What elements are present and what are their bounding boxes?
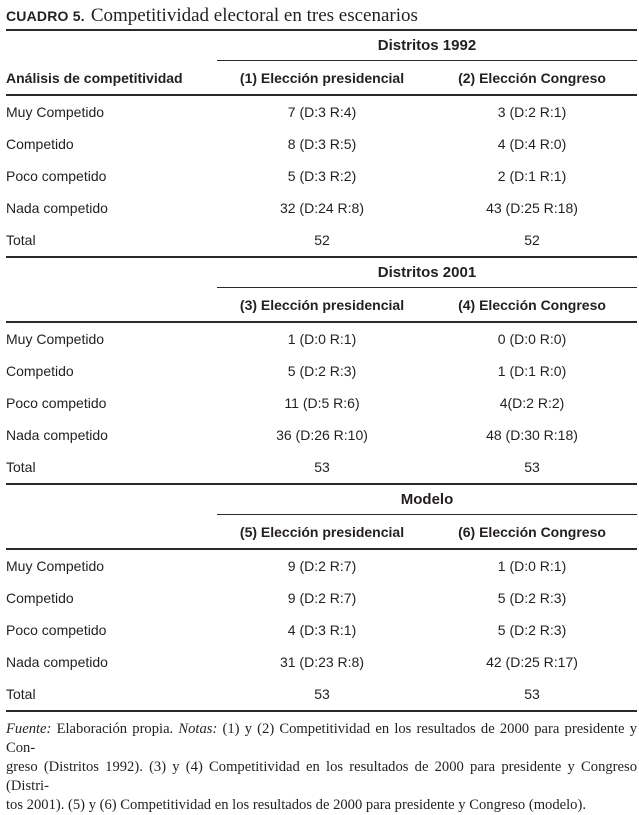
table-row: Muy Competido 9 (D:2 R:7) 1 (D:0 R:1): [6, 550, 637, 582]
cell-value: 53: [314, 686, 330, 702]
table-row: Nada competido 36 (D:26 R:10) 48 (D:30 R…: [6, 419, 637, 451]
row-label: Poco competido: [6, 622, 107, 638]
cell-value: 36 (D:26 R:10): [276, 427, 368, 443]
footnote: Fuente: Elaboración propia. Notas: (1) y…: [6, 720, 637, 815]
footnote-line-2: greso (Distritos 1992). (3) y (4) Compet…: [6, 759, 637, 794]
column-header-presidencial: (3) Elección presidencial: [239, 296, 405, 313]
notas-label: Notas:: [178, 721, 218, 737]
row-label: Nada competido: [6, 654, 108, 670]
cell-value: 1 (D:0 R:1): [497, 558, 567, 574]
section-distritos-1992: Distritos 1992 Análisis de competitivida…: [6, 31, 637, 258]
group-header: Distritos 1992: [217, 31, 637, 61]
cell-value: 53: [524, 459, 540, 475]
row-label: Total: [6, 232, 36, 248]
cell-value: 52: [524, 232, 540, 248]
table-row: Muy Competido 7 (D:3 R:4) 3 (D:2 R:1): [6, 96, 637, 128]
table-row-total: Total 53 53: [6, 451, 637, 483]
column-header-presidencial: (5) Elección presidencial: [239, 523, 405, 540]
table-row: Poco competido 4 (D:3 R:1) 5 (D:2 R:3): [6, 614, 637, 646]
table-number-label: CUADRO 5.: [6, 8, 85, 24]
cell-value: 9 (D:2 R:7): [287, 590, 357, 606]
cell-value: 5 (D:2 R:3): [497, 622, 567, 638]
table-row: Competido 8 (D:3 R:5) 4 (D:4 R:0): [6, 128, 637, 160]
section-rule: [6, 256, 637, 258]
cell-value: 9 (D:2 R:7): [287, 558, 357, 574]
cell-value: 4 (D:4 R:0): [497, 136, 567, 152]
cell-value: 8 (D:3 R:5): [287, 136, 357, 152]
table-row: Muy Competido 1 (D:0 R:1) 0 (D:0 R:0): [6, 323, 637, 355]
cell-value: 53: [314, 459, 330, 475]
row-label: Total: [6, 686, 36, 702]
column-header-row: Análisis de competitividad (1) Elección …: [6, 61, 637, 94]
row-label: Muy Competido: [6, 558, 105, 574]
bottom-rule: [6, 710, 637, 712]
group-header-row: Modelo: [6, 485, 637, 515]
row-label: Nada competido: [6, 427, 108, 443]
row-label: Total: [6, 459, 36, 475]
group-header: Modelo: [217, 485, 637, 515]
page: CUADRO 5. Competitividad electoral en tr…: [6, 0, 637, 815]
row-label: Nada competido: [6, 200, 108, 216]
table-row: Nada competido 31 (D:23 R:8) 42 (D:25 R:…: [6, 646, 637, 678]
cell-value: 2 (D:1 R:1): [497, 168, 567, 184]
cell-value: 0 (D:0 R:0): [497, 331, 567, 347]
row-label: Poco competido: [6, 395, 107, 411]
table-row: Competido 9 (D:2 R:7) 5 (D:2 R:3): [6, 582, 637, 614]
footnote-text: (1) y (2) Competitividad en los resultad…: [6, 721, 637, 756]
table-row: Competido 5 (D:2 R:3) 1 (D:1 R:0): [6, 355, 637, 387]
title-rule: [6, 29, 637, 31]
footnote-text: Elaboración propia.: [51, 721, 179, 737]
cell-value: 4 (D:3 R:1): [287, 622, 357, 638]
column-header-congreso: (2) Elección Congreso: [458, 69, 606, 86]
cell-value: 52: [314, 232, 330, 248]
table-title-text: Competitividad electoral en tres escenar…: [90, 5, 418, 26]
column-header-congreso: (6) Elección Congreso: [458, 523, 606, 540]
row-label: Competido: [6, 590, 74, 606]
cell-value: 7 (D:3 R:4): [287, 104, 357, 120]
cell-value: 5 (D:3 R:2): [287, 168, 357, 184]
cell-value: 1 (D:0 R:1): [287, 331, 357, 347]
cell-value: 4(D:2 R:2): [499, 395, 565, 411]
cell-value: 42 (D:25 R:17): [486, 654, 578, 670]
table-row-total: Total 52 52: [6, 224, 637, 256]
group-header-row: Distritos 1992: [6, 31, 637, 61]
section-modelo: Modelo (5) Elección presidencial (6) Ele…: [6, 485, 637, 712]
table-row: Poco competido 11 (D:5 R:6) 4(D:2 R:2): [6, 387, 637, 419]
header-rule: [6, 94, 637, 96]
cell-value: 1 (D:1 R:0): [497, 363, 567, 379]
footnote-line-1: Fuente: Elaboración propia. Notas: (1) y…: [6, 720, 637, 758]
group-header-row: Distritos 2001: [6, 258, 637, 288]
column-header-congreso: (4) Elección Congreso: [458, 296, 606, 313]
row-label: Muy Competido: [6, 331, 105, 347]
group-header: Distritos 2001: [217, 258, 637, 288]
table-row-total: Total 53 53: [6, 678, 637, 710]
cell-value: 43 (D:25 R:18): [486, 200, 578, 216]
footnote-line-3: tos 2001). (5) y (6) Competitividad en l…: [6, 797, 586, 813]
table-row: Poco competido 5 (D:3 R:2) 2 (D:1 R:1): [6, 160, 637, 192]
cell-value: 3 (D:2 R:1): [497, 104, 567, 120]
cell-value: 53: [524, 686, 540, 702]
row-label: Competido: [6, 363, 74, 379]
row-label: Muy Competido: [6, 104, 105, 120]
header-rule: [6, 321, 637, 323]
table-row: Nada competido 32 (D:24 R:8) 43 (D:25 R:…: [6, 192, 637, 224]
column-header-row: (5) Elección presidencial (6) Elección C…: [6, 515, 637, 548]
cell-value: 5 (D:2 R:3): [497, 590, 567, 606]
header-rule: [6, 548, 637, 550]
cell-value: 11 (D:5 R:6): [284, 395, 360, 411]
fuente-label: Fuente:: [6, 721, 52, 737]
section-rule: [6, 483, 637, 485]
page-title: CUADRO 5. Competitividad electoral en tr…: [6, 5, 637, 29]
cell-value: 31 (D:23 R:8): [279, 654, 365, 670]
column-header-presidencial: (1) Elección presidencial: [239, 69, 405, 86]
column-header-row: (3) Elección presidencial (4) Elección C…: [6, 288, 637, 321]
cell-value: 48 (D:30 R:18): [486, 427, 578, 443]
cell-value: 32 (D:24 R:8): [279, 200, 365, 216]
row-header-label: Análisis de competitividad: [6, 69, 183, 86]
row-label: Poco competido: [6, 168, 107, 184]
section-distritos-2001: Distritos 2001 (3) Elección presidencial…: [6, 258, 637, 485]
row-label: Competido: [6, 136, 74, 152]
cell-value: 5 (D:2 R:3): [287, 363, 357, 379]
